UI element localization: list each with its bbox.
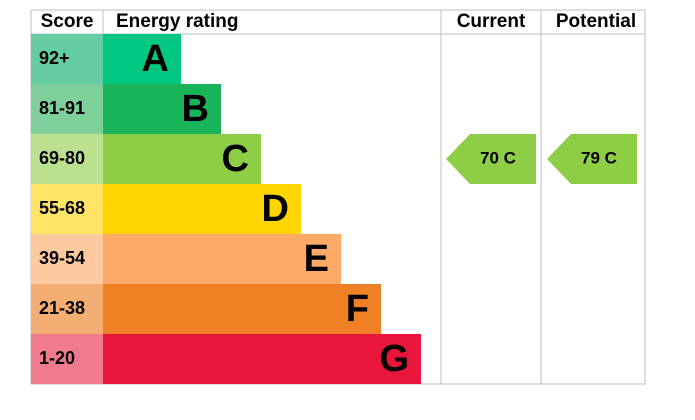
header-score: Score: [41, 11, 94, 32]
rating-arrow-label: 70 C: [480, 148, 516, 167]
rating-arrow: [547, 134, 637, 184]
rating-bar: [103, 34, 181, 84]
score-cell: [31, 284, 103, 334]
rating-bar: [103, 334, 421, 384]
score-range: 92+: [39, 48, 70, 68]
header-rating: Energy rating: [116, 11, 238, 32]
score-cell: [31, 234, 103, 284]
rating-letter: F: [346, 288, 369, 330]
score-cell: [31, 34, 103, 84]
rating-letter: D: [262, 188, 289, 230]
score-cell: [31, 334, 103, 384]
rating-letter: G: [379, 338, 409, 380]
rating-arrow: [446, 134, 536, 184]
rating-bar: [103, 84, 221, 134]
header-current: Current: [457, 11, 526, 32]
rating-letter: B: [182, 88, 209, 130]
header-potential: Potential: [556, 11, 636, 32]
score-cell: [31, 84, 103, 134]
score-cell: [31, 134, 103, 184]
rating-letter: E: [304, 238, 329, 280]
rating-letter: A: [142, 38, 169, 80]
score-range: 81-91: [39, 98, 85, 118]
score-cell: [31, 184, 103, 234]
rating-bar: [103, 284, 381, 334]
rating-arrow-label: 79 C: [581, 148, 617, 167]
score-range: 1-20: [39, 348, 75, 368]
score-range: 21-38: [39, 298, 85, 318]
score-range: 55-68: [39, 198, 85, 218]
rating-bar: [103, 134, 261, 184]
rating-bar: [103, 234, 341, 284]
score-range: 39-54: [39, 248, 85, 268]
rating-letter: C: [222, 138, 249, 180]
score-range: 69-80: [39, 148, 85, 168]
rating-bar: [103, 184, 301, 234]
